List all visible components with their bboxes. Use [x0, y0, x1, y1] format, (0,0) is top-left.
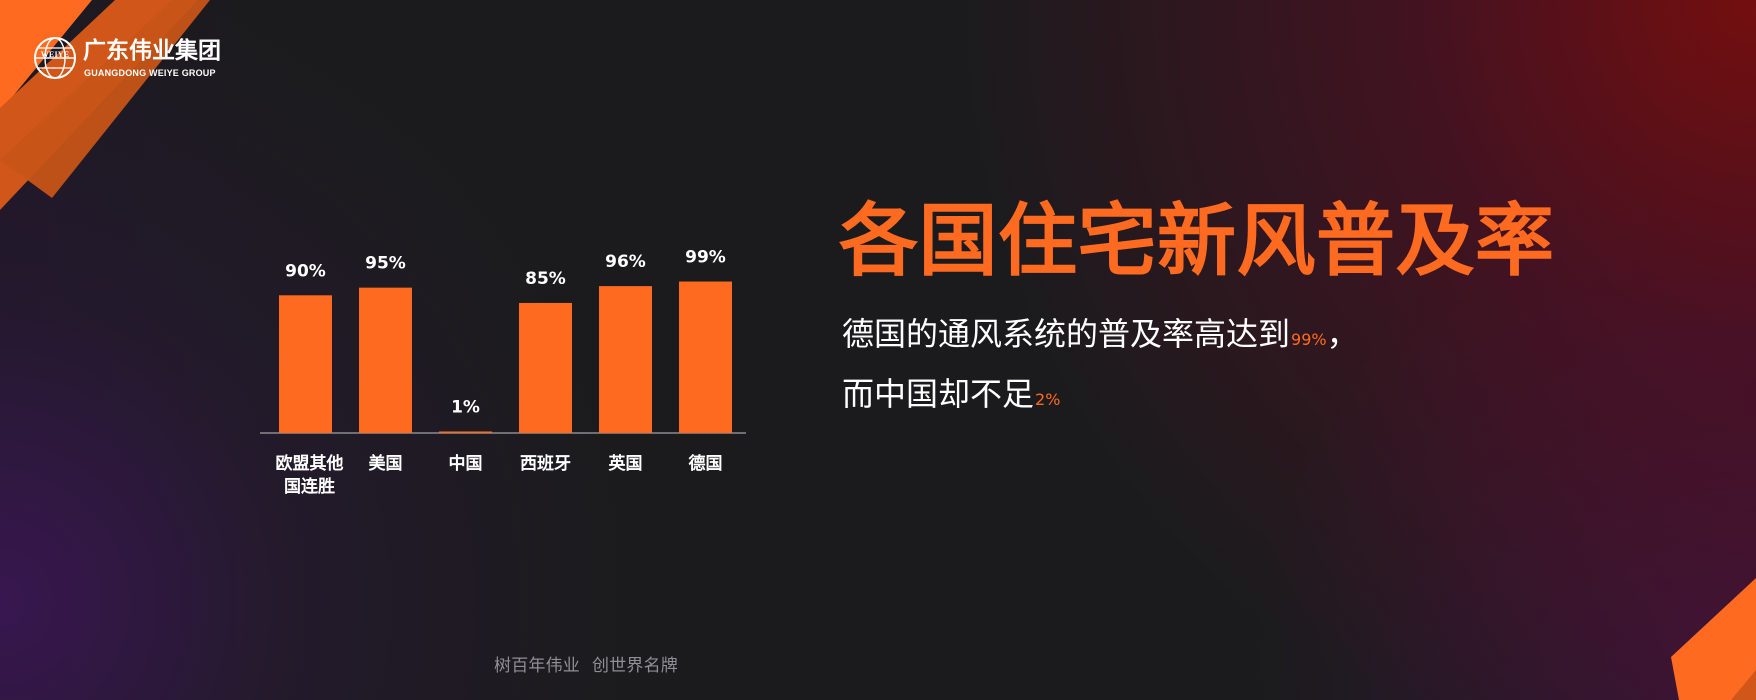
- brand-name: 广东伟业集团: [83, 38, 221, 64]
- footer-slogan: 树百年伟业 创世界名牌: [494, 651, 678, 676]
- category-label-0: 欧盟其他国连胜: [276, 453, 344, 497]
- data-label-3: 85%: [525, 269, 566, 289]
- brand-logo: WEIYE 广东伟业集团 GUANGDONG WEIYE GROUP: [33, 36, 233, 80]
- bar-0: [279, 295, 332, 433]
- description-line-1-value: 99%: [1291, 330, 1327, 349]
- description-line-1-suffix: ，: [1326, 315, 1359, 353]
- description-line-1-prefix: 德国的通风系统的普及率高达到: [842, 315, 1291, 353]
- page-title: 各国住宅新风普及率: [839, 195, 1555, 287]
- category-label-5-line-0: 德国: [689, 453, 723, 474]
- category-label-0-line-0: 欧盟其他: [276, 453, 344, 474]
- chart-svg: 90% 欧盟其他国连胜 95% 美国 1% 中国 85% 西班牙 96% 英国 99% 德国: [260, 248, 746, 497]
- bar-5: [679, 281, 732, 433]
- category-label-0-line-1: 国连胜: [284, 476, 335, 497]
- category-label-3: 西班牙: [520, 454, 571, 474]
- category-label-2: 中国: [449, 453, 483, 474]
- description-line-2-prefix: 而中国却不足: [842, 375, 1035, 413]
- category-label-2-line-0: 中国: [449, 453, 483, 474]
- brand-english-name: GUANGDONG WEIYE GROUP: [84, 68, 216, 78]
- brand-logo-text: WEIYE: [40, 50, 70, 59]
- category-label-1: 美国: [369, 453, 403, 474]
- data-label-1: 95%: [365, 254, 406, 274]
- bar-2: [439, 431, 492, 433]
- category-label-4-line-0: 英国: [609, 453, 643, 474]
- description-line-1: 德国的通风系统的普及率高达到99%，: [842, 318, 1359, 350]
- category-label-5: 德国: [689, 453, 723, 474]
- description-line-2-value: 2%: [1035, 390, 1061, 409]
- category-label-1-line-0: 美国: [369, 453, 403, 474]
- data-label-5: 99%: [685, 248, 726, 268]
- adoption-rate-chart: 90% 欧盟其他国连胜 95% 美国 1% 中国 85% 西班牙 96% 英国 99% 德国: [244, 220, 764, 520]
- data-label-0: 90%: [285, 261, 326, 281]
- bar-4: [599, 286, 652, 433]
- category-label-3-line-0: 西班牙: [520, 454, 571, 474]
- description-line-2: 而中国却不足2%: [842, 378, 1060, 410]
- globe-logo-icon: [34, 37, 76, 79]
- footer-slogan-left: 树百年伟业: [494, 656, 580, 676]
- bar-1: [359, 287, 412, 433]
- category-label-4: 英国: [609, 453, 643, 474]
- data-label-4: 96%: [605, 252, 646, 272]
- bar-3: [519, 302, 572, 433]
- data-label-2: 1%: [451, 397, 480, 417]
- footer-slogan-right: 创世界名牌: [592, 656, 678, 676]
